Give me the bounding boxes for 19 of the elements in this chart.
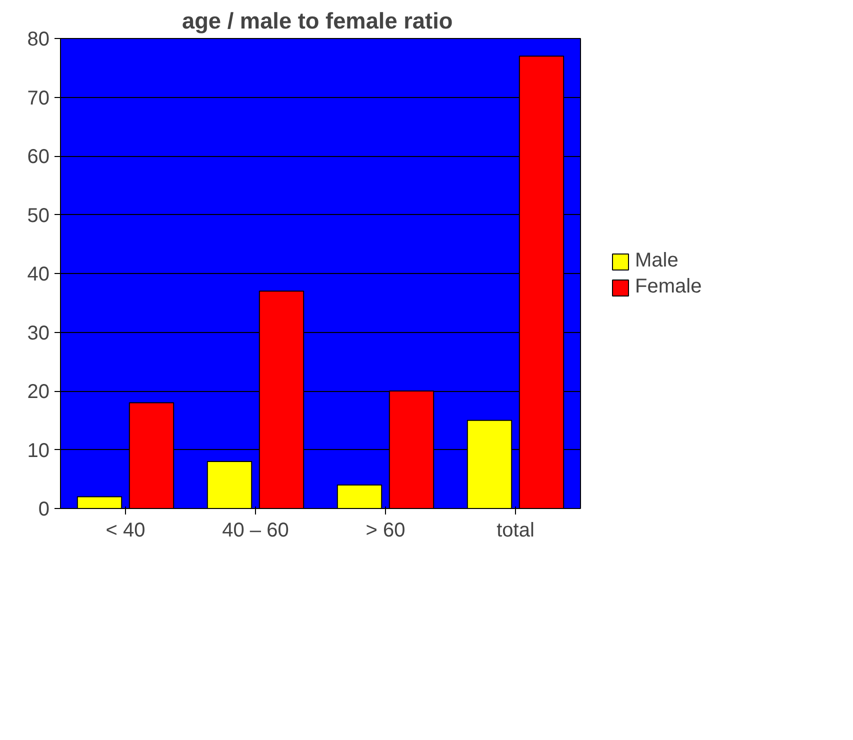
y-tick-label: 60 [27, 146, 50, 168]
chart-title: age / male to female ratio [182, 8, 453, 34]
x-tick-label: total [496, 520, 534, 542]
y-tick-label: 40 [27, 264, 50, 286]
x-tick-label: > 60 [366, 520, 406, 542]
legend-label: Male [635, 250, 678, 272]
legend-label: Female [635, 276, 702, 298]
bar [76, 496, 122, 508]
y-tick-label: 30 [27, 322, 50, 344]
y-tick-label: 10 [27, 440, 50, 462]
x-tick-label: 40 – 60 [222, 520, 289, 542]
y-tick-label: 20 [27, 381, 50, 403]
bar [206, 461, 252, 508]
x-tick-label: < 40 [106, 520, 146, 542]
y-tick-label: 50 [27, 204, 50, 227]
y-tick-label: 0 [38, 498, 50, 520]
bar [336, 484, 382, 508]
y-tick-label: 70 [27, 87, 50, 110]
y-tick-label: 80 [27, 28, 50, 50]
